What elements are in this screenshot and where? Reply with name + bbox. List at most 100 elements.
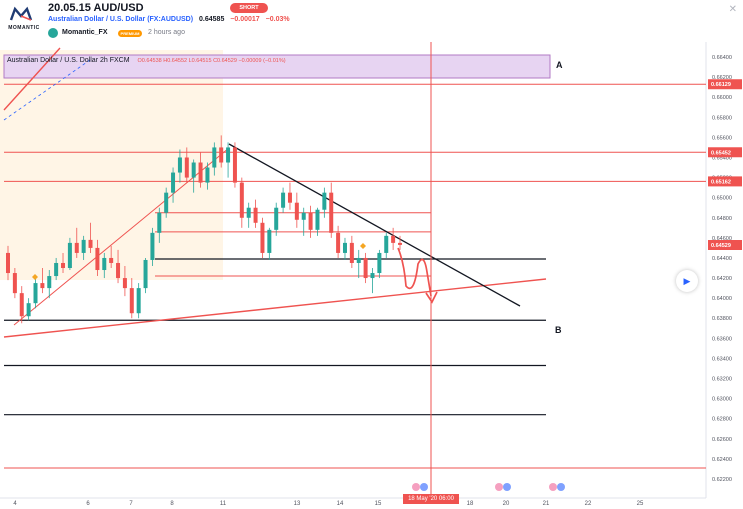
candle-body	[33, 283, 38, 304]
price-tick-label: 0.64200	[712, 276, 732, 282]
trend-line-upper-left	[3, 47, 61, 111]
price-tick-label: 0.63200	[712, 377, 732, 383]
candle-body	[12, 273, 17, 294]
candle-body	[54, 262, 59, 277]
price-tick-label: 0.63600	[712, 336, 732, 342]
candle-body	[322, 192, 327, 210]
candle-body	[232, 147, 237, 183]
published-time: 2 hours ago	[148, 29, 185, 36]
candle-body	[329, 192, 334, 233]
momantic-logo[interactable]: MOMANTIC	[4, 4, 40, 36]
price-tick-label: 0.63000	[712, 397, 732, 403]
candle-body	[74, 242, 79, 253]
candle-body	[47, 276, 52, 289]
candle-body	[274, 207, 279, 230]
candle-body	[212, 147, 217, 168]
avatar[interactable]	[48, 28, 58, 38]
event-icon	[503, 483, 511, 491]
price-tick-label: 0.64600	[712, 236, 732, 242]
rising-support-line	[3, 278, 547, 338]
time-tick-label: 21	[543, 501, 550, 507]
event-icon	[557, 483, 565, 491]
candle-body	[171, 172, 176, 193]
time-tick-label: 18	[467, 501, 474, 507]
price-chart[interactable]: 0.66400 0.66200 0.66000 0.65800 0.65600 0.654…	[0, 42, 743, 509]
candle-body	[356, 257, 361, 263]
date-marker-label: 18 May '20 06:00	[403, 494, 459, 504]
chart-legend: Australian Dollar / U.S. Dollar 2h FXCM …	[7, 57, 286, 64]
candle-body	[219, 147, 224, 163]
price-change-pct: −0.03%	[265, 16, 290, 23]
idea-title[interactable]: 20.05.15 AUD/USD	[48, 2, 144, 14]
play-button[interactable]: ▶	[676, 270, 698, 292]
candle-body	[116, 262, 121, 279]
red-levels	[4, 83, 706, 469]
candle-body	[239, 182, 244, 218]
author-name[interactable]: Momantic_FX	[62, 29, 108, 36]
candle-body	[40, 283, 45, 289]
symbol-line: Australian Dollar / U.S. Dollar (FX:AUDU…	[48, 16, 290, 23]
candle-body	[336, 232, 341, 253]
candle-body	[191, 162, 196, 178]
candle-body	[19, 293, 24, 317]
close-icon[interactable]: ✕	[728, 4, 737, 15]
legend-ohlc: O0.64538 H0.64552 L0.64515 C0.64529 −0.0…	[137, 58, 286, 64]
candle-body	[370, 273, 375, 279]
price-tick-label: 0.65400	[712, 155, 732, 161]
candle-body	[391, 235, 396, 243]
candle-body	[384, 235, 389, 253]
price-axis[interactable]: 0.66400 0.66200 0.66000 0.65800 0.65600 0.654…	[712, 55, 732, 483]
price-tick-label: 0.66200	[712, 75, 732, 81]
legend-symbol[interactable]: Australian Dollar / U.S. Dollar	[7, 57, 99, 64]
price-labels: 0.66129 0.65452 0.65162 0.64529	[708, 79, 742, 251]
candle-body	[129, 288, 134, 314]
brand-name: MOMANTIC	[8, 25, 40, 31]
candle-body	[136, 288, 141, 314]
candle-body	[308, 212, 313, 230]
price-tick-label: 0.66000	[712, 95, 732, 101]
candle-body	[260, 222, 265, 253]
price-label-tag	[708, 79, 742, 90]
price-label-text: 0.65452	[711, 150, 731, 156]
candle-body	[342, 242, 347, 253]
time-axis[interactable]: 4 6 7 8 11 13 14 15 18 20 21 22 25	[13, 501, 644, 507]
time-tick-label: 8	[170, 501, 174, 507]
time-tick-label: 25	[637, 501, 644, 507]
price-tick-label: 0.62400	[712, 457, 732, 463]
time-tick-label: 22	[585, 501, 592, 507]
time-tick-label: 14	[337, 501, 344, 507]
price-tick-label: 0.64800	[712, 216, 732, 222]
signal-marker-icon	[32, 274, 38, 280]
price-label-tag	[708, 240, 742, 251]
price-tick-label: 0.64400	[712, 256, 732, 262]
time-tick-label: 20	[503, 501, 510, 507]
legend-interval: 2h	[99, 57, 108, 64]
descending-trendline	[228, 143, 521, 307]
price-tick-label: 0.66400	[712, 55, 732, 61]
candle-body	[246, 207, 251, 218]
candle-body	[143, 259, 148, 289]
candle-body	[177, 157, 182, 173]
price-tick-label: 0.62600	[712, 437, 732, 443]
candle-body	[184, 157, 189, 178]
event-icon	[420, 483, 428, 491]
projection-arrow-icon	[425, 291, 438, 304]
price-tick-label: 0.63800	[712, 316, 732, 322]
event-icons[interactable]	[412, 483, 565, 491]
price-label-text: 0.65162	[711, 179, 731, 185]
price-tick-label: 0.65800	[712, 115, 732, 121]
candle-body	[122, 278, 127, 289]
candles	[6, 135, 402, 324]
time-tick-label: 4	[13, 501, 17, 507]
candle-body	[81, 239, 86, 253]
candle-body	[267, 229, 272, 253]
candle-body	[198, 162, 203, 183]
candle-body	[349, 242, 354, 263]
candle-body	[294, 202, 299, 220]
candle-body	[95, 247, 100, 271]
label-a: A	[556, 60, 563, 70]
symbol-link[interactable]: Australian Dollar / U.S. Dollar (FX:AUDU…	[48, 16, 194, 23]
candle-body	[164, 192, 169, 213]
candle-body	[205, 167, 210, 183]
last-price: 0.64585	[199, 16, 225, 23]
